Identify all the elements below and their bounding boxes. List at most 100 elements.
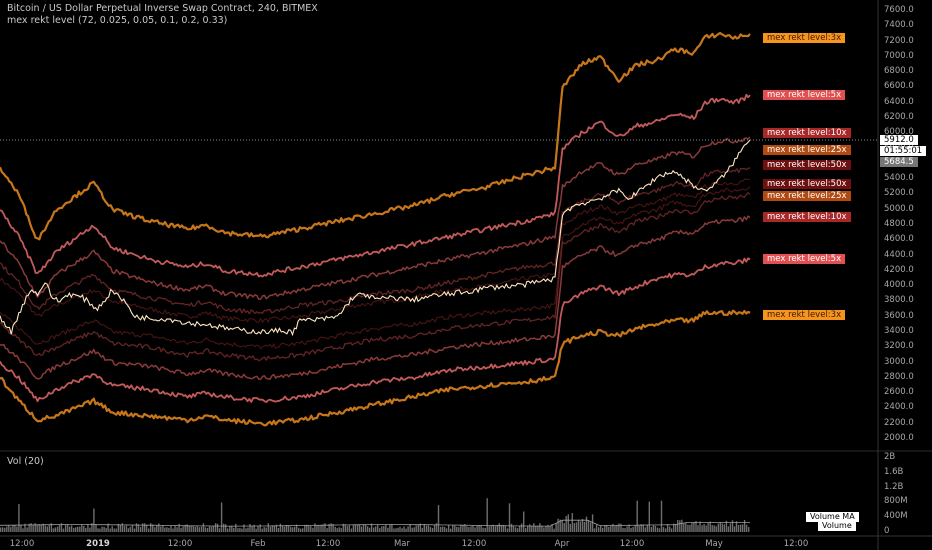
volume-bar	[328, 524, 330, 532]
volume-bar	[575, 522, 578, 532]
volume-bar	[326, 528, 328, 532]
volume-bar	[579, 521, 582, 532]
volume-bar	[36, 525, 38, 532]
volume-bar	[632, 527, 634, 532]
volume-bar	[133, 528, 136, 532]
volume-bar	[50, 523, 53, 532]
volume-bar	[210, 526, 213, 532]
price-tick-label: 2200.0	[884, 417, 914, 428]
volume-bar	[251, 526, 253, 532]
volume-bar	[186, 524, 188, 532]
volume-bar	[490, 525, 492, 532]
indicator-label[interactable]: mex rekt level (72, 0.025, 0.05, 0.1, 0.…	[7, 15, 228, 26]
volume-bar	[202, 523, 205, 532]
price-tick-label: 3600.0	[884, 310, 914, 321]
volume-tick-label: 0	[884, 526, 890, 536]
volume-bar	[642, 524, 644, 532]
price-tick-label: 5200.0	[884, 188, 914, 199]
volume-bar	[300, 528, 302, 532]
volume-bar	[164, 527, 166, 532]
time-tick-label: 12:00	[783, 539, 809, 549]
volume-bar	[523, 511, 525, 532]
volume-bar	[231, 525, 233, 532]
volume-bar	[518, 525, 521, 532]
time-tick-label: Feb	[250, 539, 266, 549]
volume-bar	[733, 526, 736, 532]
volume-bar	[705, 525, 707, 532]
volume-bar	[504, 525, 507, 532]
volume-bar	[510, 523, 513, 532]
rekt-level-3x-lower	[0, 309, 751, 427]
volume-bar	[719, 522, 721, 532]
volume-bar	[567, 514, 569, 532]
price-tick-label: 3000.0	[884, 356, 914, 367]
price-tick-label: 4600.0	[884, 234, 914, 245]
volume-bar	[541, 525, 543, 532]
volume-bar	[403, 526, 405, 532]
volume-bar	[16, 526, 18, 532]
price-tick-label: 2800.0	[884, 371, 914, 382]
volume-bar	[620, 523, 622, 532]
volume-bar	[200, 526, 203, 532]
price-tick-label: 2600.0	[884, 387, 914, 398]
volume-bar	[223, 523, 225, 532]
volume-bar	[52, 528, 55, 532]
volume-bar	[583, 522, 586, 532]
volume-bar	[370, 523, 373, 532]
volume-bar	[269, 526, 271, 532]
volume-bar	[375, 526, 377, 532]
volume-label[interactable]: Vol (20)	[7, 456, 44, 467]
volume-bar	[640, 524, 642, 532]
volume-bar	[537, 525, 539, 532]
volume-bar	[283, 526, 286, 532]
volume-bar	[291, 527, 294, 532]
volume-bar	[233, 527, 235, 532]
volume-bar	[322, 524, 324, 532]
volume-bar	[383, 526, 385, 532]
volume-bar	[668, 526, 671, 532]
volume-bar	[569, 523, 571, 532]
volume-bar	[364, 525, 367, 532]
rekt-level-50x-lower	[0, 186, 751, 350]
rekt-level-25x-upper	[0, 167, 751, 315]
volume-bar	[265, 527, 267, 532]
price-tick-label: 7000.0	[884, 50, 914, 61]
volume-bar	[135, 523, 138, 532]
volume-tick-label: 1.2B	[884, 481, 904, 492]
volume-bar	[83, 525, 85, 532]
rekt-level-tag: mex rekt level:25x	[763, 190, 851, 201]
volume-bar	[454, 525, 456, 532]
volume-bar	[713, 525, 715, 532]
volume-bar	[431, 528, 434, 532]
volume-tick-label: 2B	[884, 452, 896, 462]
volume-bar	[360, 526, 363, 532]
volume-bar	[577, 519, 580, 532]
volume-bar	[445, 528, 448, 532]
time-tick-label: 12:00	[461, 539, 487, 549]
volume-bar	[332, 524, 334, 532]
volume-bar	[318, 525, 320, 532]
volume-bar	[141, 523, 144, 532]
volume-bar	[387, 527, 389, 532]
volume-bar	[91, 523, 93, 532]
volume-bar	[638, 525, 640, 532]
volume-bar	[275, 524, 278, 532]
rekt-level-25x-lower	[0, 192, 751, 362]
rekt-level-5x-upper	[0, 93, 751, 278]
rekt-level-50x-upper	[0, 178, 751, 323]
volume-bar	[145, 524, 148, 532]
volume-bar	[8, 525, 10, 532]
volume-bar	[4, 527, 6, 532]
volume-bar	[502, 524, 505, 532]
volume-tick-label: 800M	[884, 496, 908, 507]
volume-bar	[137, 524, 140, 532]
volume-bar	[727, 526, 730, 532]
volume-bar	[68, 526, 71, 532]
volume-bar	[616, 524, 618, 532]
volume-bar	[196, 526, 198, 532]
volume-bar	[421, 527, 423, 532]
volume-bar	[480, 525, 482, 532]
time-tick-label: 12:00	[315, 539, 341, 549]
chart-title: Bitcoin / US Dollar Perpetual Inverse Sw…	[7, 3, 318, 14]
